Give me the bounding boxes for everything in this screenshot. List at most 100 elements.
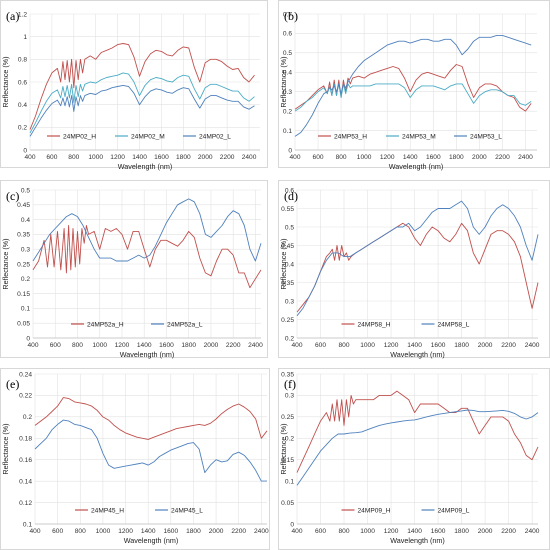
series-line-24MP58_H: [296, 222, 539, 313]
x-axis-title: Wavelength (nm): [118, 162, 172, 171]
x-tick-label: 2000: [209, 528, 224, 535]
x-tick-label: 2400: [525, 342, 540, 349]
x-tick-label: 1200: [384, 342, 399, 349]
y-axis-title: Reflectance (%): [279, 423, 288, 474]
chart-panel-3: 0 0.05 0.1 0.15 0.2 0.25 0.3 0.35 0.4 0.45 0.5 400 6…: [0, 180, 268, 359]
y-tick-label: 0.2: [283, 108, 292, 115]
x-tick-label: 2200: [231, 528, 246, 535]
x-tick-label: 800: [72, 342, 83, 349]
y-tick-label: 1: [23, 34, 27, 41]
y-tick-label: 0.2: [285, 335, 294, 342]
x-tick-label: 1000: [92, 342, 107, 349]
x-tick-label: 600: [46, 154, 57, 161]
x-tick-label: 800: [339, 528, 350, 535]
y-tick-label: 0.18: [19, 436, 32, 443]
legend-label: 24MP45_L: [171, 507, 203, 514]
x-tick-label: 1000: [360, 342, 375, 349]
y-tick-label: 0.2: [285, 436, 294, 443]
x-tick-label: 1400: [407, 528, 422, 535]
legend-label: 24MP58_H: [358, 321, 391, 328]
x-tick-label: 600: [315, 342, 326, 349]
x-tick-label: 2200: [220, 154, 235, 161]
x-tick-label: 1400: [132, 154, 147, 161]
y-axis-title: Reflectance (%): [1, 238, 10, 289]
x-tick-label: 2000: [478, 342, 493, 349]
x-tick-label: 2000: [198, 154, 213, 161]
legend-label: 24MP02_H: [63, 133, 96, 140]
x-tick-label: 1200: [118, 528, 133, 535]
y-tick-label: 0.6: [283, 31, 292, 38]
x-tick-label: 1000: [96, 528, 111, 535]
y-tick-label: 0.05: [281, 500, 294, 507]
y-tick-label: 0.1: [21, 306, 30, 313]
x-tick-label: 2400: [525, 528, 540, 535]
x-tick-label: 1800: [176, 154, 191, 161]
y-tick-label: 0.6: [285, 187, 294, 194]
y-tick-label: 0.25: [281, 414, 294, 421]
x-tick-label: 1000: [88, 154, 103, 161]
y-tick-label: 0.4: [21, 217, 30, 224]
x-tick-label: 600: [50, 342, 61, 349]
x-tick-label: 600: [52, 528, 63, 535]
y-tick-label: 0.45: [17, 202, 30, 209]
panel-frame: [278, 180, 550, 358]
x-tick-label: 1400: [407, 342, 422, 349]
y-tick-label: 0.05: [17, 321, 30, 328]
series-line-24MP58_L: [296, 200, 539, 317]
y-tick-label: 0.6: [18, 79, 27, 86]
x-tick-label: 400: [29, 528, 40, 535]
series-line-24MP53_M: [294, 83, 532, 112]
x-tick-label: 1000: [360, 528, 375, 535]
y-tick-label: 0.5: [283, 50, 292, 57]
y-tick-label: 0.1: [283, 128, 292, 135]
y-tick-label: 0: [26, 335, 30, 342]
x-tick-label: 1200: [110, 154, 125, 161]
panel-label: (a): [6, 9, 19, 23]
x-tick-label: 1600: [154, 154, 169, 161]
x-tick-label: 2400: [254, 528, 269, 535]
panel-label: (b): [284, 9, 298, 23]
y-tick-label: 0.16: [19, 457, 32, 464]
x-tick-label: 800: [68, 154, 79, 161]
x-tick-label: 2000: [472, 154, 487, 161]
x-tick-label: 1400: [403, 154, 418, 161]
y-tick-label: 0.2: [18, 125, 27, 132]
x-tick-label: 400: [24, 154, 35, 161]
x-tick-label: 600: [313, 154, 324, 161]
chart-panel-6: 0 0.05 0.1 0.15 0.2 0.25 0.3 0.35 400 600 800 1000 1…: [278, 368, 550, 550]
x-tick-label: 2400: [242, 154, 257, 161]
x-tick-label: 1600: [431, 528, 446, 535]
chart-panel-2: 0 0.1 0.2 0.3 0.4 0.5 0.6 0.7 400 600 800 1000 1200 1…: [278, 0, 550, 171]
y-tick-label: 0.3: [21, 247, 30, 254]
y-tick-label: 0.7: [283, 11, 292, 18]
x-tick-label: 1600: [159, 342, 174, 349]
x-tick-label: 2200: [495, 154, 510, 161]
chart-panel-4: 0.2 0.25 0.3 0.35 0.4 0.45 0.5 0.55 0.6 400 600 800…: [278, 180, 550, 359]
legend-label: 24MP53_H: [334, 133, 367, 140]
x-tick-label: 600: [315, 528, 326, 535]
y-axis-title: Reflectance (%): [279, 56, 288, 107]
x-tick-label: 2000: [204, 342, 219, 349]
legend-label: 24MP45_H: [91, 507, 124, 514]
panel-frame: [0, 0, 268, 168]
panel-label: (d): [284, 189, 298, 203]
x-tick-label: 2000: [478, 528, 493, 535]
y-tick-label: 0.15: [281, 457, 294, 464]
y-tick-label: 0.24: [19, 371, 32, 378]
x-tick-label: 1800: [186, 528, 201, 535]
y-tick-label: 0.3: [283, 89, 292, 96]
x-axis-title: Wavelength (nm): [120, 350, 174, 359]
x-tick-label: 1200: [380, 154, 395, 161]
y-tick-label: 0.8: [18, 57, 27, 64]
x-tick-label: 1400: [141, 528, 156, 535]
x-tick-label: 2200: [501, 528, 516, 535]
legend-label: 24MP53_L: [470, 133, 502, 140]
legend-label: 24MP58_L: [438, 321, 470, 328]
y-tick-label: 0.55: [281, 206, 294, 213]
y-tick-label: 0: [290, 521, 294, 528]
y-tick-label: 0.4: [283, 70, 292, 77]
y-tick-label: 0.45: [281, 243, 294, 250]
x-tick-label: 1000: [357, 154, 372, 161]
legend-label: 24MP02_L: [199, 133, 231, 140]
series-line-24MP52a_H: [32, 225, 262, 289]
